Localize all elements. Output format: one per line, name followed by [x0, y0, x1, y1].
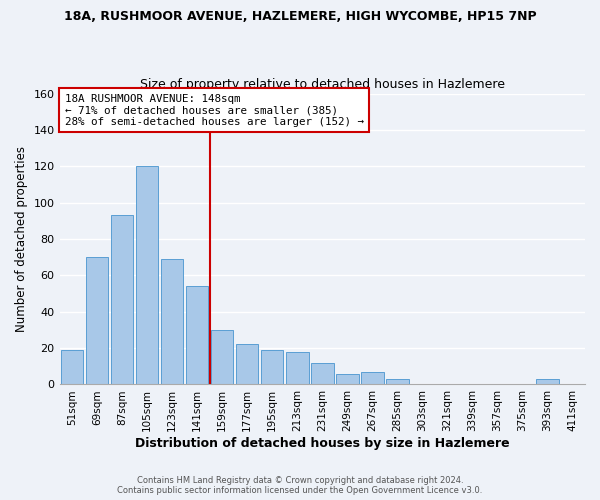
Bar [111, 216, 133, 384]
Bar [336, 374, 359, 384]
Text: Contains HM Land Registry data © Crown copyright and database right 2024.
Contai: Contains HM Land Registry data © Crown c… [118, 476, 482, 495]
Bar [161, 259, 184, 384]
Bar [61, 350, 83, 384]
Y-axis label: Number of detached properties: Number of detached properties [15, 146, 28, 332]
Bar [536, 379, 559, 384]
Bar [261, 350, 283, 384]
Bar [86, 257, 109, 384]
Bar [236, 344, 259, 385]
Bar [286, 352, 308, 384]
Text: 18A, RUSHMOOR AVENUE, HAZLEMERE, HIGH WYCOMBE, HP15 7NP: 18A, RUSHMOOR AVENUE, HAZLEMERE, HIGH WY… [64, 10, 536, 23]
Bar [136, 166, 158, 384]
Bar [361, 372, 383, 384]
Bar [386, 379, 409, 384]
Bar [211, 330, 233, 384]
X-axis label: Distribution of detached houses by size in Hazlemere: Distribution of detached houses by size … [135, 437, 509, 450]
Title: Size of property relative to detached houses in Hazlemere: Size of property relative to detached ho… [140, 78, 505, 91]
Bar [311, 362, 334, 384]
Text: 18A RUSHMOOR AVENUE: 148sqm
← 71% of detached houses are smaller (385)
28% of se: 18A RUSHMOOR AVENUE: 148sqm ← 71% of det… [65, 94, 364, 127]
Bar [186, 286, 208, 384]
